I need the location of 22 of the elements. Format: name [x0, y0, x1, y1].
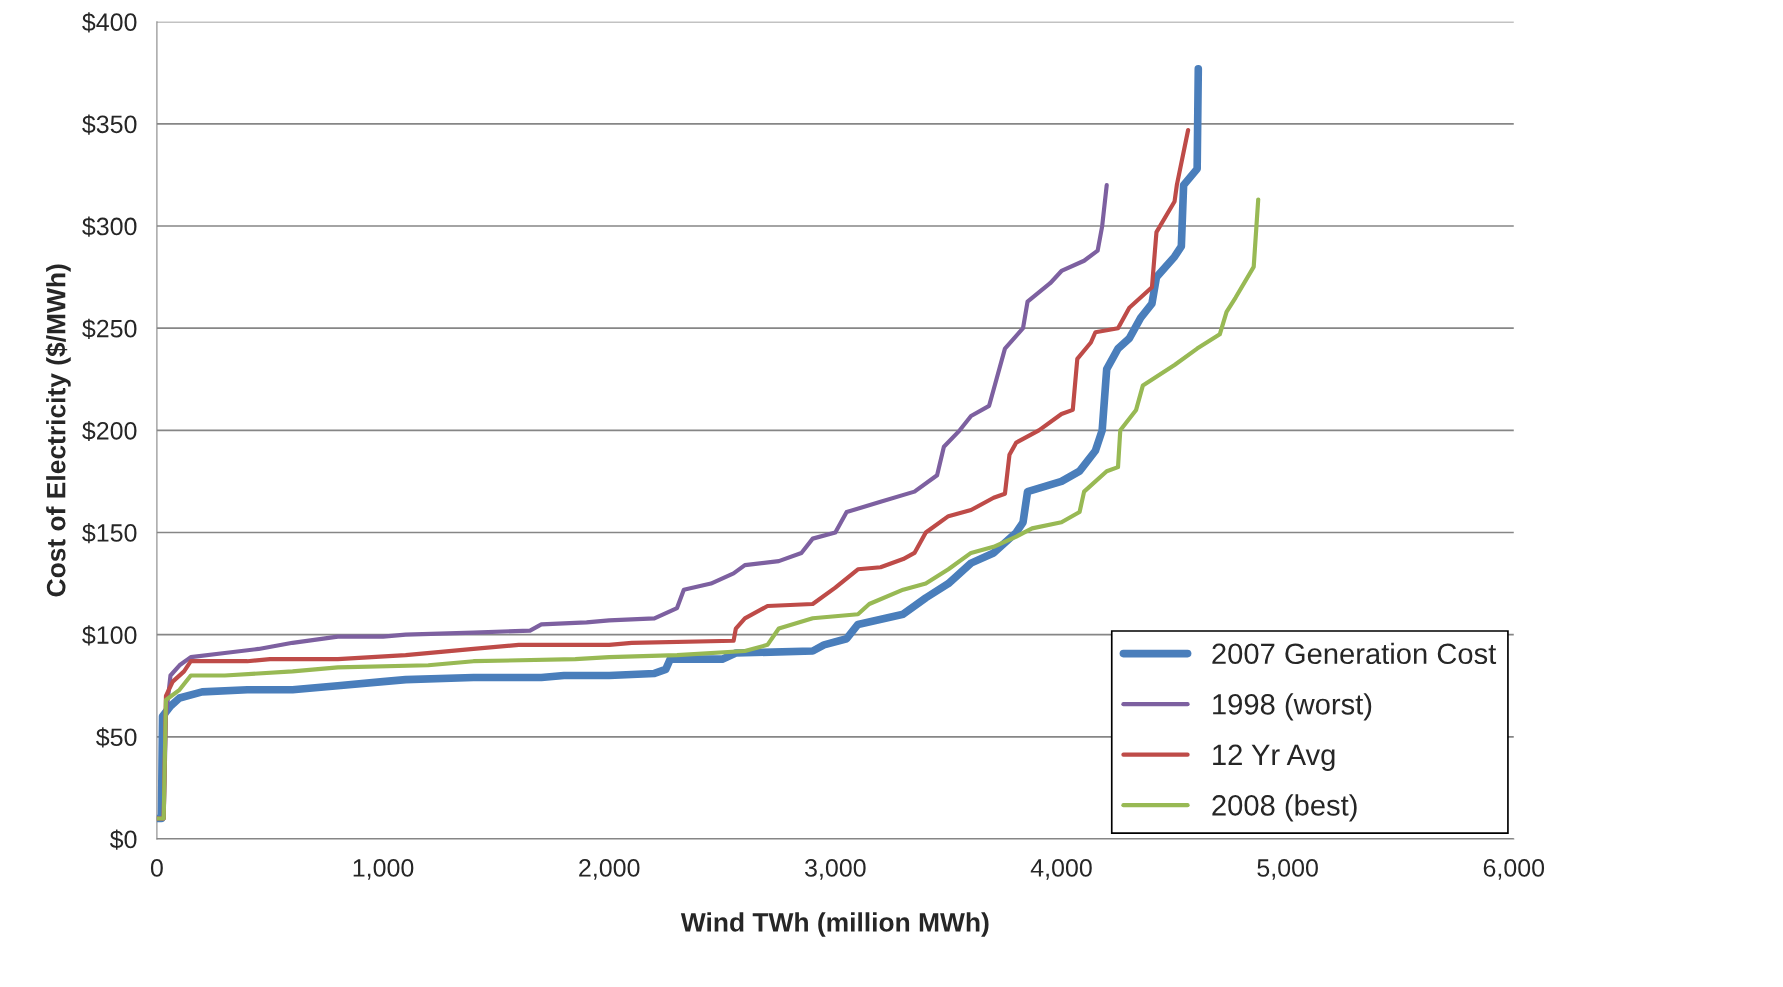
x-tick-label: 5,000 [1257, 859, 1318, 880]
x-axis-title: Wind TWh (million MWh) [680, 912, 989, 937]
legend-label: 2007 Generation Cost [1212, 642, 1497, 665]
x-tick-label: 4,000 [1030, 859, 1092, 880]
legend-label: 12 Yr Avg [1213, 744, 1335, 771]
y-tick-label: $400 [82, 12, 137, 33]
x-tick-label: 1,000 [353, 859, 414, 880]
legend-label: 2008 (best) [1212, 794, 1357, 822]
y-tick-label: $250 [82, 318, 137, 339]
y-tick-label: $150 [82, 523, 137, 544]
y-tick-label: $100 [82, 625, 137, 646]
x-tick-label: 6,000 [1483, 859, 1545, 880]
y-tick-label: $200 [82, 420, 137, 442]
x-tick-label: 3,000 [805, 859, 866, 880]
legend-label: 1998 (worst) [1213, 693, 1372, 721]
y-tick-label: $300 [82, 216, 137, 237]
y-tick-label: $350 [82, 114, 137, 135]
y-axis-title: Cost of Electricity ($/MWh) [45, 264, 71, 597]
y-tick-label: $0 [109, 829, 137, 850]
x-tick-label: 0 [150, 859, 163, 877]
x-tick-label: 2,000 [579, 859, 640, 880]
y-tick-label: $50 [96, 727, 137, 748]
